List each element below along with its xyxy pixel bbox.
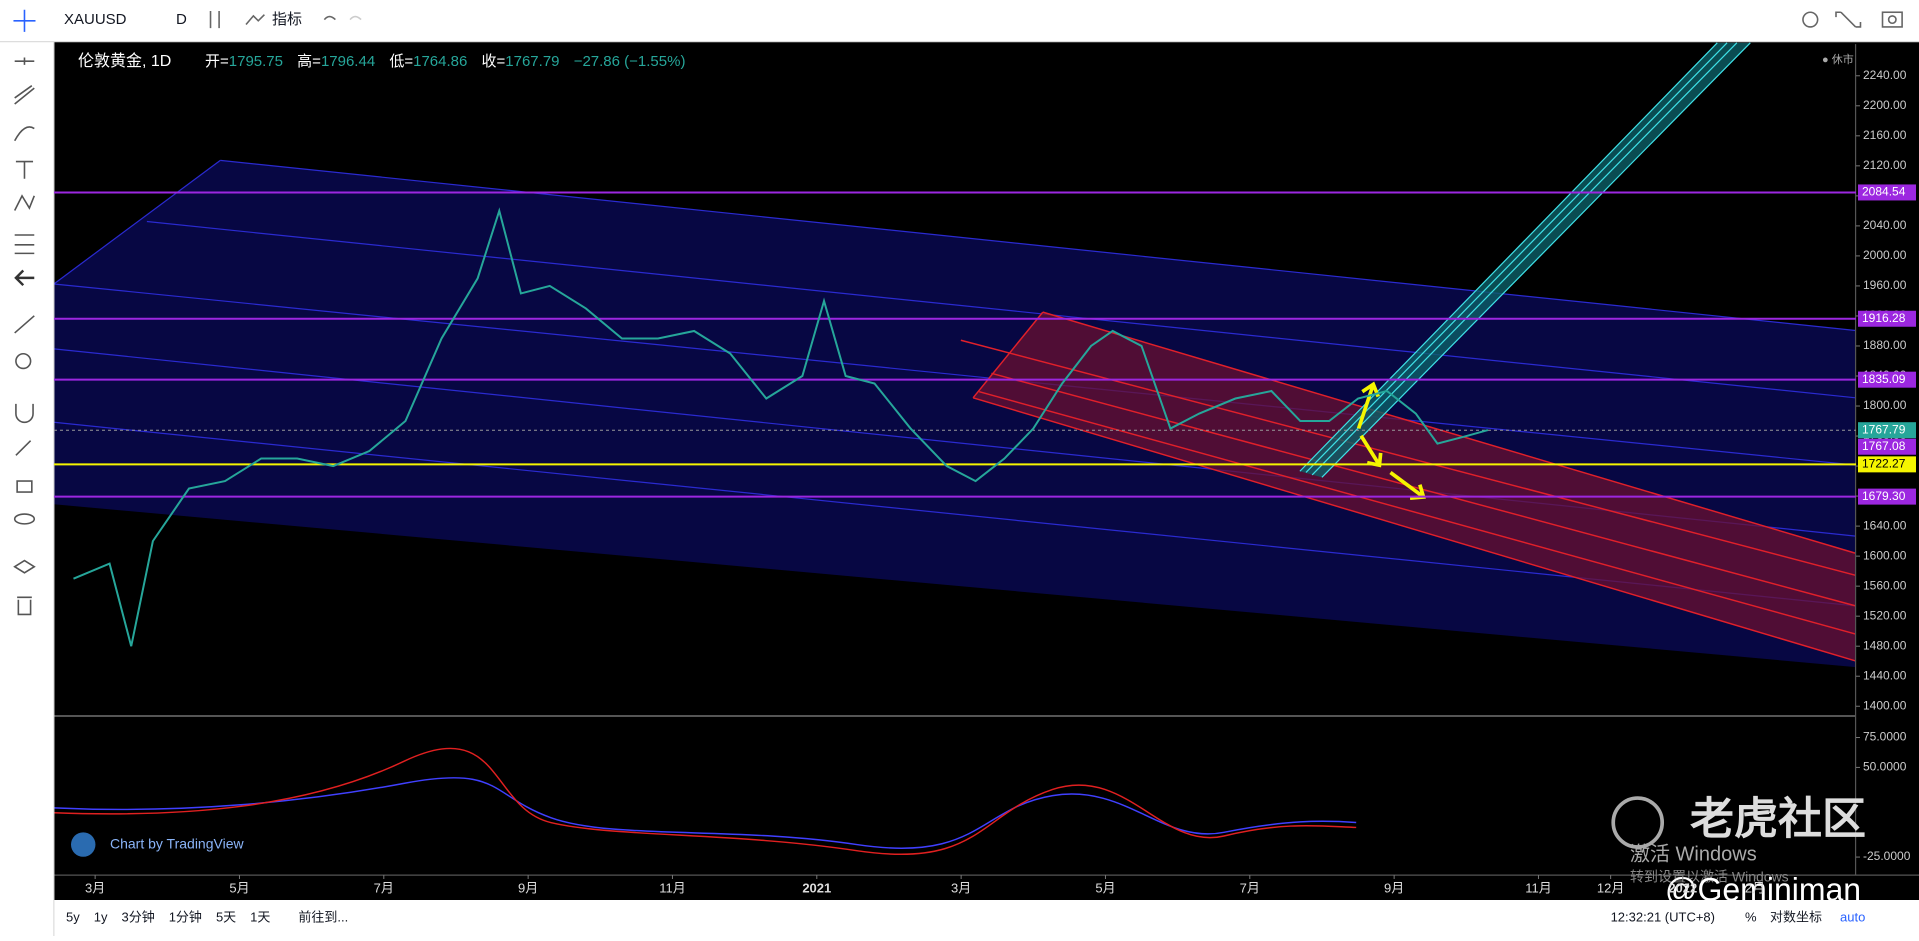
- close: 1767.79: [505, 53, 559, 70]
- high: 1796.44: [321, 53, 375, 70]
- macd-y-tick-label: 75.0000: [1863, 730, 1907, 744]
- price-label: 1767.79: [1862, 422, 1906, 436]
- x-tick-label: 2022: [1668, 880, 1697, 895]
- macd-y-tick-label: -25.0000: [1863, 849, 1911, 863]
- x-tick-label: 3月: [951, 880, 971, 895]
- range-button[interactable]: 5天: [216, 909, 236, 924]
- bottom-bar: 5y 1y 3分钟 1分钟 5天 1天 前往到... 12:32:21 (UTC+8)% 对数坐…: [66, 909, 1865, 924]
- price-label: 1835.09: [1862, 372, 1906, 386]
- x-tick-label: 12月: [1597, 880, 1624, 895]
- x-tick-label: 11月: [659, 880, 686, 895]
- x-tick-label: 9月: [1384, 880, 1404, 895]
- price-label-box: [1858, 371, 1916, 388]
- y-tick-label: 1440.00: [1863, 668, 1907, 682]
- price-label: 2084.54: [1862, 185, 1906, 199]
- close-label: 收=: [482, 53, 506, 70]
- price-label-box: [1858, 438, 1916, 455]
- y-tick-label: 1600.00: [1863, 548, 1907, 562]
- y-tick-label: 2160.00: [1863, 128, 1907, 142]
- log-button[interactable]: 对数坐标: [1770, 909, 1822, 924]
- high-label: 高=: [297, 53, 321, 70]
- y-tick-label: 1880.00: [1863, 338, 1907, 352]
- side-tools: [13, 9, 36, 616]
- signal-line: [53, 747, 1357, 856]
- macd-y-tick-label: 50.0000: [1863, 760, 1907, 774]
- y-tick-label: 1800.00: [1863, 398, 1907, 412]
- price-label-box: [1858, 184, 1916, 201]
- open-label: 开=: [205, 53, 229, 70]
- price-label: 1916.28: [1862, 311, 1906, 325]
- x-tick-label: 5月: [229, 880, 249, 895]
- drawings: [0, 9, 1919, 937]
- y-tick-label: 2040.00: [1863, 218, 1907, 232]
- y-tick-label: 2000.00: [1863, 248, 1907, 262]
- y-tick-label: 1520.00: [1863, 608, 1907, 622]
- change: −27.86 (−1.55%): [574, 53, 686, 70]
- x-tick-label: 11月: [1525, 880, 1552, 895]
- tv-logo: [70, 832, 96, 857]
- y-tick-label: 1560.00: [1863, 578, 1907, 592]
- symbol[interactable]: XAUUSD: [64, 11, 127, 28]
- watermark-activate: 激活 Windows: [1630, 842, 1757, 865]
- range-button[interactable]: 3分钟: [121, 909, 154, 924]
- credit[interactable]: Chart by TradingView: [110, 836, 244, 852]
- x-tick-label: 9月: [518, 880, 538, 895]
- y-tick-label: 1640.00: [1863, 518, 1907, 532]
- watermark-hint: 转到设置以激活 Windows: [1630, 869, 1789, 885]
- ohlc: 开=1795.75 高=1796.44 低=1764.86 收=1767.79 …: [205, 53, 685, 70]
- watermark-logo: [1611, 796, 1665, 849]
- price-label: 1679.30: [1862, 489, 1906, 503]
- top-icons: [209, 11, 1903, 29]
- range-button[interactable]: 1天: [250, 909, 270, 924]
- legend-title: 伦敦黄金, 1D: [78, 52, 171, 70]
- interval[interactable]: D: [176, 11, 187, 28]
- indicators-button[interactable]: 指标: [272, 11, 302, 28]
- y-tick-label: 2240.00: [1863, 68, 1907, 82]
- x-tick-label: 2月: [1745, 880, 1765, 895]
- auto-button[interactable]: auto: [1840, 909, 1865, 924]
- low-label: 低=: [389, 53, 413, 70]
- range-button[interactable]: 1分钟: [169, 909, 202, 924]
- price-line: [73, 207, 1489, 647]
- watermark-brand: 老虎社区: [1690, 795, 1866, 844]
- watermark-author: @Geminiman: [1665, 871, 1861, 907]
- teal-channel: [1299, 42, 1751, 478]
- percent-button[interactable]: %: [1745, 909, 1757, 924]
- market-status: ● 休市: [1822, 52, 1854, 66]
- blue-channel: [53, 160, 1856, 668]
- price-label-box: [1858, 488, 1916, 505]
- goto-button[interactable]: 前往到...: [298, 909, 348, 924]
- x-tick-label: 7月: [1240, 880, 1260, 895]
- price-label: 1767.08: [1862, 439, 1906, 453]
- price-label: 1722.27: [1862, 457, 1906, 471]
- open: 1795.75: [229, 53, 283, 70]
- macd-line: [53, 777, 1357, 849]
- price-label-box: [1858, 422, 1916, 439]
- x-tick-label: 2021: [802, 880, 831, 895]
- y-tick-label: 1400.00: [1863, 698, 1907, 712]
- x-tick-label: 3月: [85, 880, 105, 895]
- y-tick-label: 1960.00: [1863, 278, 1907, 292]
- y-tick-label: 1480.00: [1863, 638, 1907, 652]
- clock: 12:32:21 (UTC+8): [1611, 909, 1715, 924]
- low: 1764.86: [413, 53, 467, 70]
- x-tick-label: 7月: [374, 880, 394, 895]
- x-tick-label: 5月: [1095, 880, 1115, 895]
- y-tick-label: 2120.00: [1863, 158, 1907, 172]
- price-label-box: [1858, 310, 1916, 327]
- range-button[interactable]: 1y: [94, 909, 108, 924]
- price-label-box: [1858, 456, 1916, 473]
- range-button[interactable]: 5y: [66, 909, 80, 924]
- y-tick-label: 2200.00: [1863, 98, 1907, 112]
